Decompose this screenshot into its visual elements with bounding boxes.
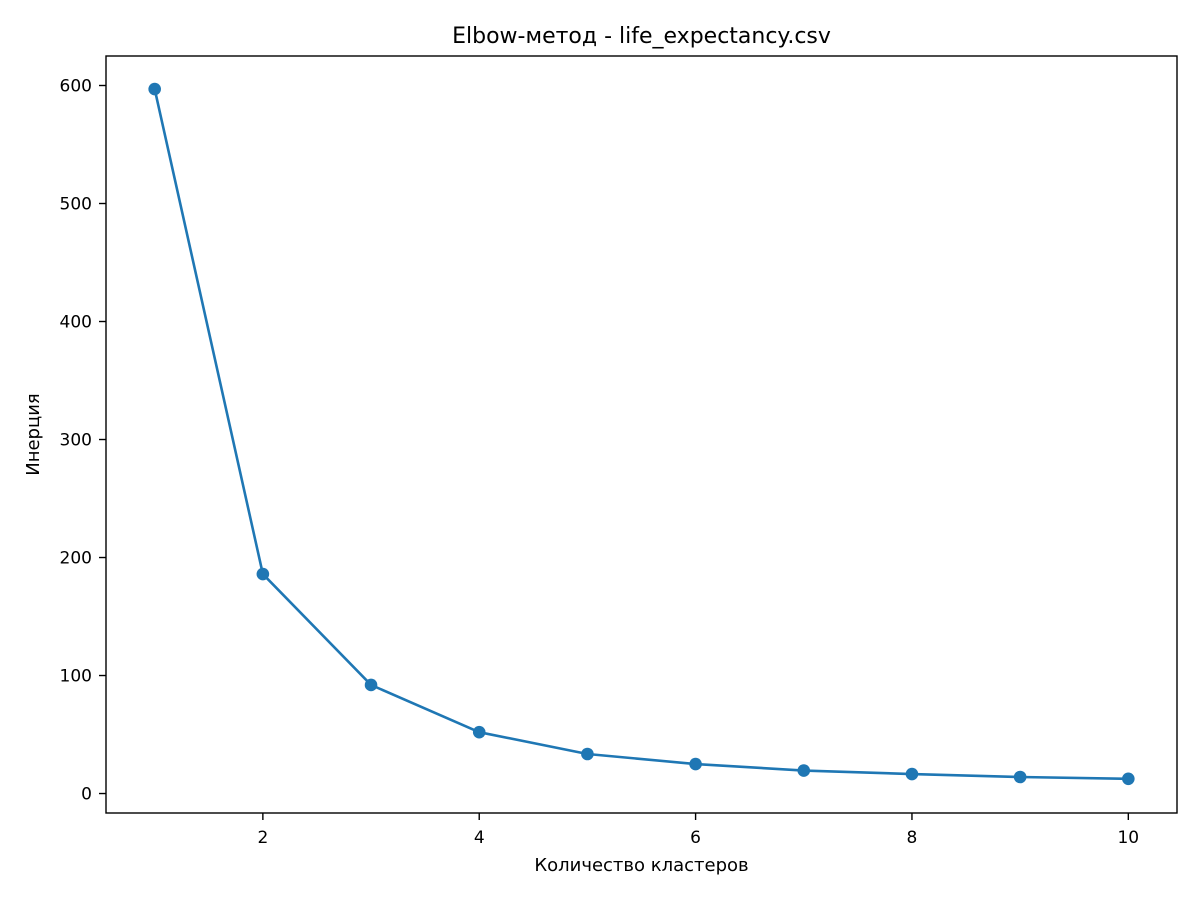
data-point (689, 757, 702, 771)
x-tick-label: 8 (907, 828, 918, 848)
data-point (472, 725, 486, 739)
plot-frame (105, 55, 1178, 814)
x-tick-label: 6 (690, 828, 701, 848)
y-tick-label: 400 (60, 313, 92, 333)
series-layer (148, 82, 1135, 786)
y-tick-label: 0 (81, 785, 92, 805)
x-tick-label: 4 (474, 828, 485, 848)
data-point (1122, 772, 1135, 786)
chart-title: Elbow-метод - life_expectancy.csv (452, 24, 831, 49)
data-point (797, 764, 811, 777)
series-line (153, 87, 1130, 781)
data-point (256, 567, 270, 581)
data-point (905, 767, 919, 781)
y-tick-label: 500 (60, 195, 92, 215)
data-point (148, 82, 161, 96)
y-tick-label: 200 (60, 549, 92, 569)
data-point (1013, 770, 1027, 784)
y-axis-label: Инерция (23, 393, 44, 476)
x-tick-label: 2 (257, 828, 268, 848)
data-point (581, 747, 594, 761)
x-axis-label: Количество кластеров (534, 855, 748, 876)
data-point (364, 678, 378, 692)
y-tick-label: 300 (60, 431, 92, 451)
y-tick-label: 600 (60, 77, 92, 97)
y-tick-label: 100 (60, 667, 92, 687)
x-tick-label: 10 (1117, 828, 1139, 848)
plot-area (106, 56, 1177, 813)
